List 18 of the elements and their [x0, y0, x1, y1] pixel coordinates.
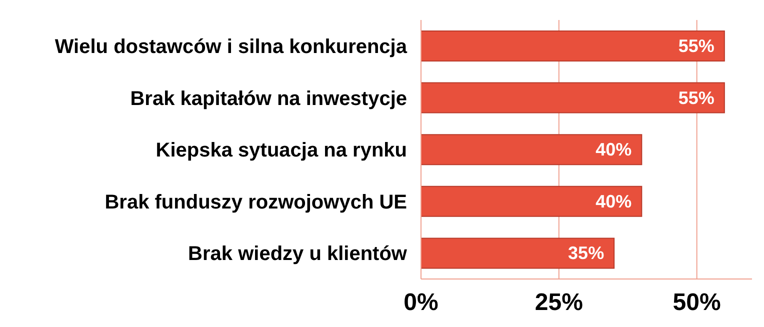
y-tick-label: Brak kapitałów na inwestycje [130, 88, 407, 110]
x-tick-label: 25% [534, 289, 583, 316]
bar [421, 30, 725, 62]
data-label: 55% [678, 88, 714, 108]
y-tick-label: Brak funduszy rozwojowych UE [104, 191, 407, 214]
bar [421, 134, 642, 166]
bar [421, 238, 615, 269]
y-tick-label: Wielu dostawców i silna konkurencja [54, 36, 408, 58]
y-tick-label: Kiepska sytuacja na rynku [156, 140, 407, 162]
data-label: 40% [596, 140, 632, 160]
bar [421, 82, 725, 114]
data-label: 40% [596, 191, 632, 212]
data-label: 35% [568, 243, 604, 264]
data-label: 55% [678, 36, 714, 56]
x-tick-label: 50% [672, 289, 721, 316]
x-tick-label: 0% [404, 289, 438, 316]
bar [421, 186, 642, 217]
y-tick-label: Brak wiedzy u klientów [188, 243, 408, 266]
